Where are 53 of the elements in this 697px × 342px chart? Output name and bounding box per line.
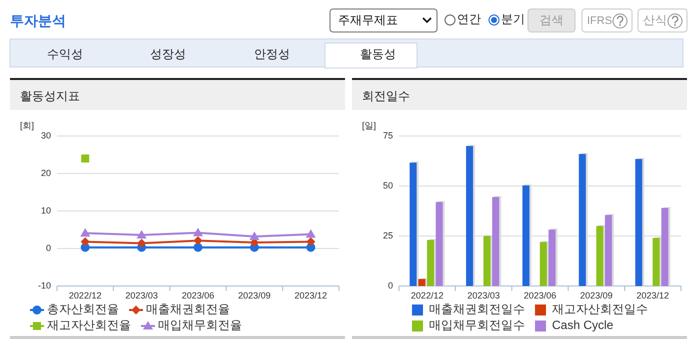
- y-tick-label: 20: [40, 168, 51, 178]
- text: 산식: [643, 13, 667, 28]
- legend-label: 매입채무회전율: [158, 318, 242, 332]
- y-tick-label: 10: [40, 205, 51, 216]
- y-tick-label: 75: [382, 130, 393, 140]
- x-tick-label: 2023/12: [636, 290, 670, 300]
- legend-label: 총자산회전율: [47, 302, 119, 316]
- x-tick-label: 2023/09: [580, 290, 613, 300]
- point: [80, 228, 90, 237]
- text: 안정성: [254, 47, 290, 62]
- x-tick-label: 2023/12: [294, 290, 328, 300]
- x-tick-label: 2023/06: [182, 290, 214, 300]
- point: [306, 229, 316, 238]
- legend-label: 매출채권회전율: [146, 302, 230, 316]
- y-tick-label: -10: [38, 280, 51, 290]
- x-tick-label: 2022/12: [68, 290, 102, 300]
- text: 활동성: [360, 47, 396, 62]
- point: [194, 242, 202, 252]
- y-tick-label: 25: [382, 230, 393, 240]
- text: IFRS: [587, 14, 612, 27]
- point: [80, 237, 90, 246]
- x-tick-label: 2022/12: [410, 290, 444, 300]
- text: 성장성: [150, 47, 186, 62]
- x-tick-label: 2023/03: [125, 290, 158, 300]
- chart-title: 회전일수: [362, 89, 410, 104]
- text: 검색: [540, 13, 564, 28]
- point: [137, 238, 146, 248]
- y-tick-label: 50: [382, 180, 393, 190]
- x-tick-label: 2023/03: [467, 290, 500, 300]
- point: [193, 228, 203, 236]
- y-axis-title: [회]: [20, 120, 34, 130]
- text: 연간: [457, 12, 481, 26]
- y-tick-label: 30: [40, 130, 51, 140]
- legend-label: 재고자산회전율: [47, 318, 131, 332]
- y-axis-title: [일]: [362, 120, 376, 130]
- text: 수익성: [47, 47, 83, 62]
- x-tick-label: 2023/09: [238, 290, 271, 300]
- x-tick-label: 2023/06: [524, 290, 556, 300]
- y-tick-label: 0: [46, 242, 51, 253]
- text: 주재무제표: [338, 13, 398, 28]
- text: 분기: [501, 12, 525, 26]
- point: [306, 237, 316, 246]
- point: [136, 230, 147, 238]
- legend-label: 매출채권회전일수: [429, 302, 525, 316]
- legend-label: Cash Cycle: [552, 318, 614, 332]
- text: 투자분석: [10, 12, 66, 29]
- legend-label: 매입채무회전일수: [429, 318, 525, 332]
- point: [194, 236, 202, 246]
- y-tick-label: 0: [388, 280, 393, 290]
- point: [81, 154, 90, 162]
- legend-label: 재고자산회전일수: [552, 302, 648, 316]
- chart-title: 활동성지표: [20, 89, 80, 104]
- point: [249, 232, 260, 240]
